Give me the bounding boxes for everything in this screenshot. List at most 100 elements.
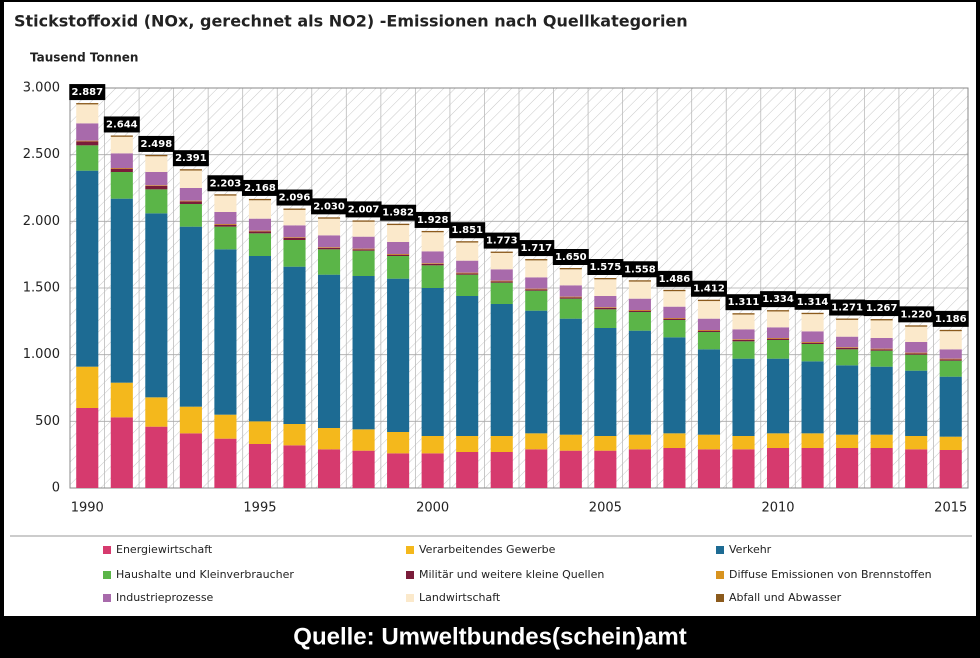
bar-segment bbox=[697, 318, 721, 330]
bar-segment bbox=[905, 342, 928, 353]
bar-segment bbox=[352, 221, 375, 237]
bar-segment bbox=[559, 297, 582, 299]
bar-segment bbox=[490, 452, 513, 488]
bar-segment bbox=[214, 224, 237, 225]
bar-segment bbox=[836, 318, 859, 320]
bar-segment bbox=[525, 449, 548, 488]
bar-segment bbox=[836, 365, 859, 435]
bar-segment bbox=[801, 342, 824, 343]
bar-segment bbox=[732, 358, 755, 436]
bar-segment bbox=[76, 103, 99, 105]
bar-segment bbox=[732, 314, 755, 330]
bar-segment bbox=[525, 277, 548, 289]
bar-segment bbox=[905, 326, 928, 342]
bar-segment bbox=[352, 429, 375, 451]
total-label: 1.928 bbox=[417, 215, 449, 226]
bar-segment bbox=[283, 445, 306, 488]
total-label: 1.311 bbox=[728, 297, 760, 308]
bar-segment bbox=[283, 266, 306, 424]
total-box bbox=[690, 280, 727, 297]
bar-segment bbox=[283, 238, 306, 240]
legend-swatch bbox=[406, 546, 414, 554]
y-tick-label: 1.500 bbox=[23, 281, 60, 296]
total-label: 2.203 bbox=[210, 178, 242, 189]
footer-band bbox=[0, 618, 980, 658]
bar-segment bbox=[836, 349, 859, 366]
bar-segment bbox=[663, 291, 686, 307]
bar-segment bbox=[870, 366, 893, 435]
bar-segment bbox=[594, 309, 617, 328]
bar-segment bbox=[317, 247, 341, 248]
total-box bbox=[829, 299, 866, 316]
legend-swatch bbox=[716, 571, 724, 579]
x-tick-label: 2005 bbox=[589, 501, 622, 516]
bar-segment bbox=[248, 231, 272, 234]
bar-segment bbox=[525, 289, 548, 291]
legend-swatch bbox=[716, 546, 724, 554]
bar-segment bbox=[836, 434, 859, 448]
bar-segment bbox=[766, 433, 790, 448]
bar-segment bbox=[801, 344, 824, 362]
bar-segment bbox=[145, 213, 168, 398]
bar-segment bbox=[110, 168, 133, 169]
bar-segment bbox=[594, 278, 617, 280]
bar-segment bbox=[836, 347, 859, 348]
bar-segment bbox=[732, 449, 755, 488]
bar-segment bbox=[76, 366, 99, 408]
bar-segment bbox=[76, 140, 99, 142]
total-label: 1.412 bbox=[693, 284, 725, 295]
bar-segment bbox=[421, 232, 444, 252]
bar-segment bbox=[456, 241, 479, 243]
bar-segment bbox=[421, 251, 444, 264]
bar-segment bbox=[628, 310, 651, 311]
bar-segment bbox=[421, 264, 444, 266]
bar-segment bbox=[663, 318, 686, 320]
total-box bbox=[103, 116, 140, 133]
bar-segment bbox=[145, 426, 168, 488]
bar-segment bbox=[559, 296, 582, 298]
bar-segment bbox=[766, 327, 790, 338]
bar-segment bbox=[283, 225, 306, 238]
bar-segment bbox=[145, 397, 168, 427]
bar-segment bbox=[697, 449, 721, 488]
total-box bbox=[587, 259, 624, 275]
legend-swatch bbox=[103, 546, 111, 554]
bar-segment bbox=[525, 433, 548, 450]
bar-segment bbox=[456, 260, 479, 273]
total-box bbox=[898, 306, 935, 323]
bar-segment bbox=[905, 352, 928, 354]
bar-segment bbox=[870, 434, 893, 448]
bar-segment bbox=[421, 230, 444, 233]
bar-segment bbox=[594, 328, 617, 436]
bar-segment bbox=[697, 330, 721, 331]
bar-segment bbox=[697, 301, 721, 319]
bar-segment bbox=[525, 260, 548, 278]
bar-segment bbox=[214, 438, 237, 488]
bar-segment bbox=[594, 279, 617, 296]
bar-segment bbox=[387, 242, 410, 254]
bar-segment bbox=[628, 434, 651, 450]
bar-segment bbox=[179, 204, 202, 227]
total-box bbox=[380, 204, 417, 221]
bar-segment bbox=[559, 434, 582, 451]
bar-segment bbox=[145, 185, 168, 186]
bar-segment bbox=[387, 223, 410, 226]
bar-segment bbox=[110, 153, 133, 168]
total-box bbox=[172, 150, 209, 167]
bar-segment bbox=[525, 290, 548, 311]
bar-segment bbox=[939, 450, 962, 488]
bar-segment bbox=[110, 172, 133, 199]
bar-segment bbox=[352, 220, 375, 222]
bar-segment bbox=[179, 201, 202, 204]
bar-segment bbox=[76, 123, 99, 141]
bar-segment bbox=[110, 168, 133, 172]
bar-segment bbox=[870, 338, 893, 349]
legend-label: Energiewirtschaft bbox=[116, 543, 213, 556]
bar-segment bbox=[317, 428, 341, 450]
bar-segment bbox=[628, 312, 651, 331]
bar-segment bbox=[283, 240, 306, 267]
bar-segment bbox=[145, 189, 168, 214]
source: Quelle: Umweltbundes(schein)amt bbox=[293, 623, 686, 650]
bar-segment bbox=[248, 218, 272, 231]
